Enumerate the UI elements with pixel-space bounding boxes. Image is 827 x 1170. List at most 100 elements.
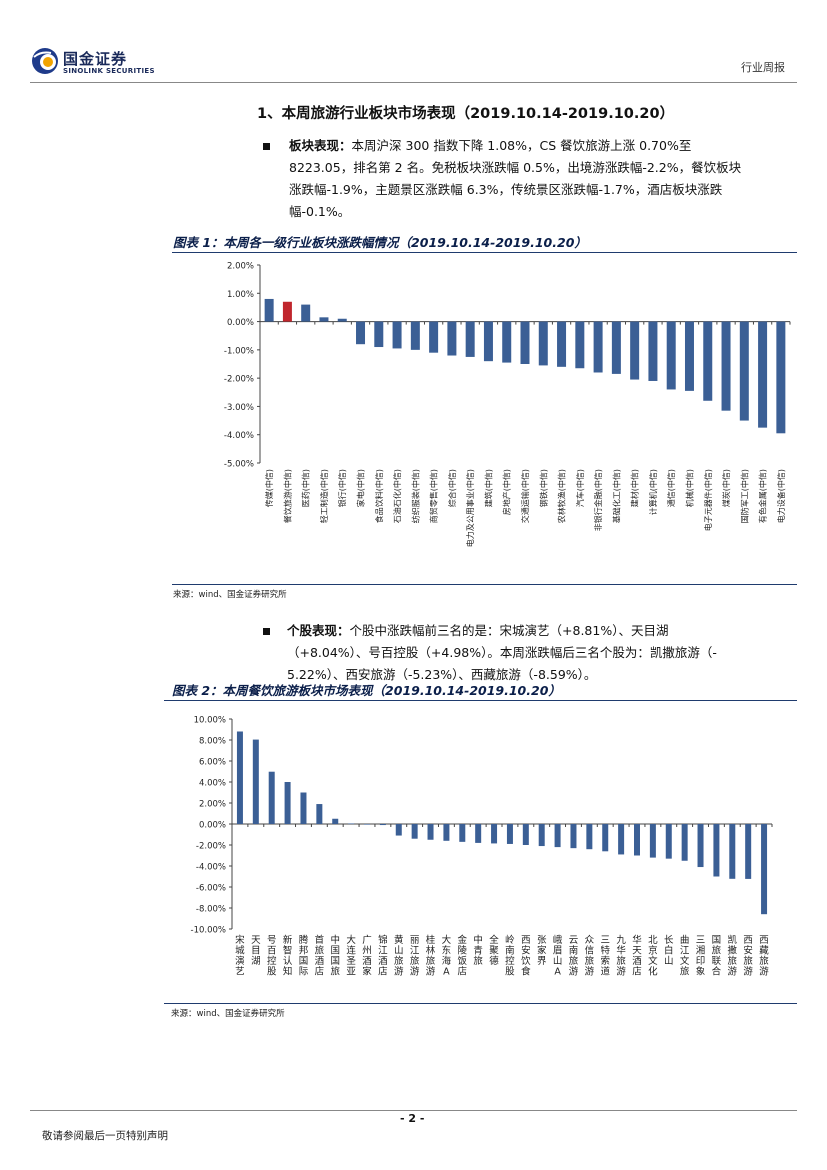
x-tick-label: 金陵饭店 xyxy=(458,934,468,978)
bar xyxy=(630,321,640,380)
bar xyxy=(429,321,439,353)
x-tick-label: 北京文化 xyxy=(648,935,658,978)
x-tick-label: 大连圣亚 xyxy=(346,934,356,978)
paragraph-sector-performance: 板块表现：本周沪深 300 指数下降 1.08%，CS 餐饮旅游上涨 0.70%… xyxy=(289,135,789,223)
x-tick-label: 宋城演艺 xyxy=(235,934,245,978)
y-tick-label: -8.00% xyxy=(196,905,226,915)
bar xyxy=(776,321,786,434)
para1-line: 幅-0.1%。 xyxy=(289,204,351,219)
bar xyxy=(252,739,259,824)
bar xyxy=(703,321,713,401)
bar xyxy=(745,824,752,879)
bar xyxy=(554,824,561,848)
x-tick-label: 国旅联合 xyxy=(712,935,722,978)
bar xyxy=(721,321,731,411)
bar xyxy=(392,321,402,349)
x-tick-label: 峨眉山 A xyxy=(553,934,563,978)
bar xyxy=(465,321,475,357)
bar xyxy=(611,321,621,374)
bar xyxy=(522,824,529,845)
x-tick-label: 丽江旅游 xyxy=(410,935,420,978)
y-tick-label: -5.00% xyxy=(224,460,254,470)
x-tick-label: 食品饮料(中信) xyxy=(374,469,384,523)
x-tick-label: 腾邦国际 xyxy=(299,934,309,978)
bar xyxy=(348,823,355,825)
x-tick-label: 黄山旅游 xyxy=(394,934,404,978)
y-tick-label: 6.00% xyxy=(199,758,226,768)
y-tick-label: -4.00% xyxy=(224,431,254,441)
x-tick-label: 西安旅游 xyxy=(743,935,753,978)
bar xyxy=(459,824,466,842)
bar xyxy=(666,321,676,390)
y-tick-label: -10.00% xyxy=(191,926,226,936)
x-tick-label: 大东海 A xyxy=(442,934,452,978)
x-tick-label: 传媒(中信) xyxy=(264,469,274,507)
y-tick-label: -3.00% xyxy=(224,403,254,413)
bar xyxy=(395,824,402,836)
x-tick-label: 电力及公用事业(中信) xyxy=(465,469,475,547)
bar xyxy=(268,771,275,824)
x-tick-label: 电力设备(中信) xyxy=(776,469,786,523)
bar xyxy=(575,321,585,369)
y-tick-label: 1.00% xyxy=(227,290,254,300)
chart1: 2.00% 1.00% 0.00% -1.00% -2.00% -3.00% -4.00% -… xyxy=(224,262,791,547)
x-tick-label: 中国国旅 xyxy=(330,934,340,978)
x-tick-label: 广州酒家 xyxy=(362,934,372,978)
figure2-title: 图表 2：本周餐饮旅游板块市场表现（2019.10.14-2019.10.20） xyxy=(172,683,561,698)
bar xyxy=(483,321,493,362)
y-tick-label: 2.00% xyxy=(227,262,254,272)
bar xyxy=(475,824,482,843)
x-tick-label: 新智认知 xyxy=(283,934,293,978)
paragraph-stock-performance: 个股表现：个股中涨跌幅前三名的是：宋城演艺（+8.81%）、天目湖 （+8.04… xyxy=(287,620,792,686)
bar xyxy=(697,824,704,868)
bullet xyxy=(263,628,270,635)
x-tick-label: 锦江酒店 xyxy=(378,934,388,978)
logo-text-en: SINOLINK SECURITIES xyxy=(63,67,155,75)
bar xyxy=(506,824,513,844)
bar xyxy=(379,824,386,826)
bar xyxy=(538,321,548,366)
bar xyxy=(665,824,672,859)
x-tick-label: 首旅酒店 xyxy=(315,934,325,978)
x-tick-label: 综合(中信) xyxy=(447,469,457,507)
x-tick-label: 计算机(中信) xyxy=(648,469,658,515)
x-tick-label: 建筑(中信) xyxy=(483,469,493,507)
x-tick-label: 三特索道 xyxy=(600,935,610,978)
x-tick-label: 基础化工(中信) xyxy=(611,469,621,523)
x-tick-label: 石油石化(中信) xyxy=(392,469,402,523)
figure1-source: 来源：wind、国金证券研究所 xyxy=(173,590,287,600)
y-tick-label: 4.00% xyxy=(199,779,226,789)
para1-line: 本周沪深 300 指数下降 1.08%，CS 餐饮旅游上涨 0.70%至 xyxy=(351,138,692,153)
y-tick-label: -2.00% xyxy=(196,842,226,852)
bar xyxy=(332,818,339,824)
page-number: - 2 - xyxy=(400,1112,425,1125)
x-tick-label: 中青旅 xyxy=(473,934,483,967)
bar xyxy=(337,318,347,322)
bar xyxy=(649,824,656,858)
x-tick-label: 汽车(中信) xyxy=(575,469,585,507)
bar xyxy=(557,321,567,367)
x-tick-label: 天目湖 xyxy=(251,935,261,967)
x-tick-label: 机械(中信) xyxy=(684,469,694,507)
bar xyxy=(236,731,243,824)
para1-label: 板块表现： xyxy=(289,138,352,153)
bar xyxy=(739,321,749,421)
y-tick-label: 8.00% xyxy=(199,737,226,747)
bar xyxy=(284,782,291,824)
para1-line: 8223.05，排名第 2 名。免税板块涨跌幅 0.5%，出境游涨跌幅-2.2%… xyxy=(289,160,742,175)
para2-line: 5.22%）、西安旅游（-5.23%）、西藏旅游（-8.59%）。 xyxy=(287,667,597,682)
bar xyxy=(316,804,323,824)
x-tick-label: 岭南控股 xyxy=(505,934,515,978)
bar xyxy=(684,321,694,391)
bar xyxy=(593,321,603,373)
x-tick-label: 桂林旅游 xyxy=(426,934,436,978)
report-type: 行业周报 xyxy=(741,61,785,74)
x-tick-label: 轻工制造(中信) xyxy=(319,469,329,523)
bar xyxy=(319,317,329,322)
logo-text-cn: 国金证券 xyxy=(63,50,128,68)
x-tick-label: 国防军工(中信) xyxy=(739,469,749,523)
bar xyxy=(538,824,545,847)
x-tick-label: 众信旅游 xyxy=(585,935,595,978)
x-tick-label: 九华旅游 xyxy=(616,934,626,978)
x-tick-label: 煤炭(中信) xyxy=(721,469,731,507)
